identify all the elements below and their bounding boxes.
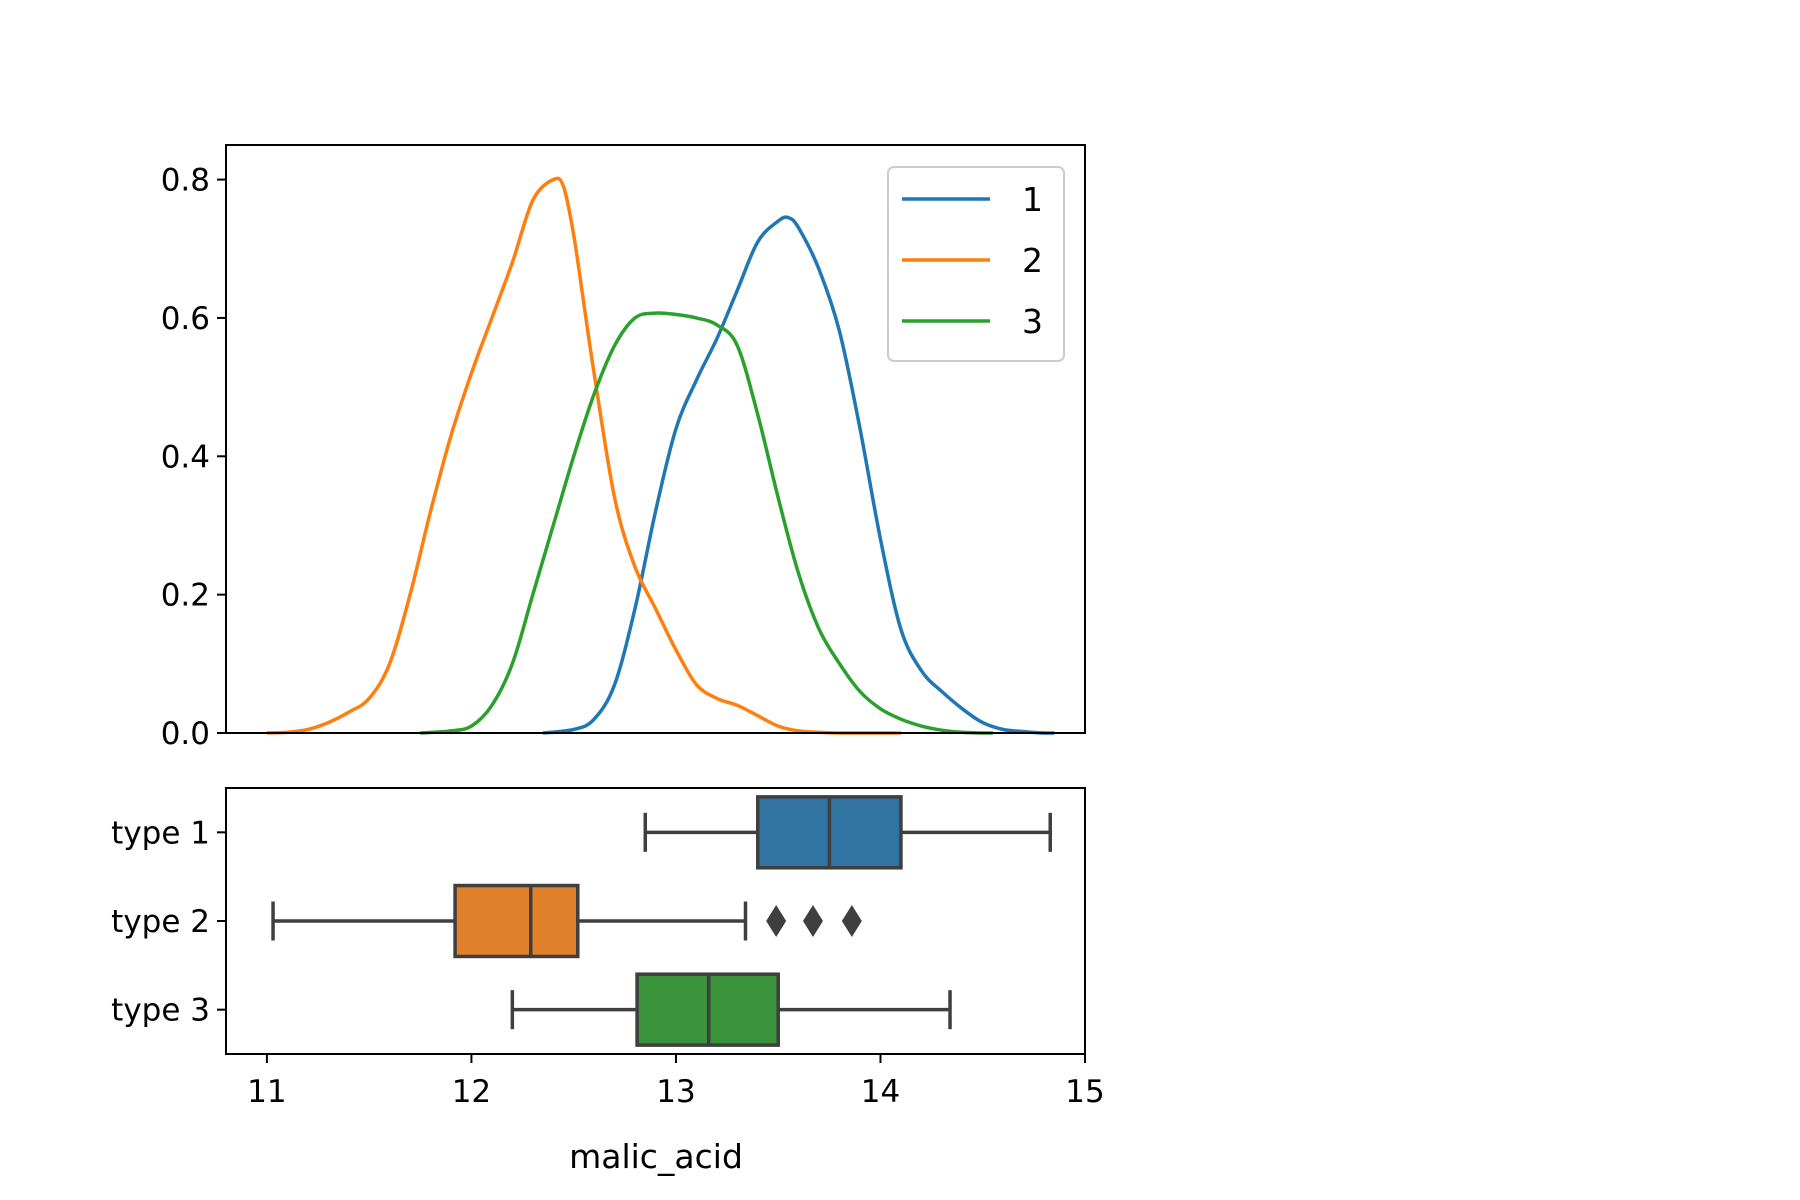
outlier-point: [841, 905, 862, 937]
kde-y-tick-label: 0.6: [161, 301, 210, 337]
outlier-point: [802, 905, 823, 937]
box-y-tick-label: type 2: [111, 904, 210, 940]
box-y-axis: type 1 type 2 type 3: [111, 815, 226, 1029]
box-panel: type 1 type 2 type 3 11 12 13 14 15 malic_acid: [111, 787, 1105, 1176]
kde-panel: 0.0 0.2 0.4 0.6 0.8 1 2 3: [161, 144, 1086, 752]
kde-line-series-1: [542, 215, 1055, 735]
x-tick-label: 12: [452, 1074, 491, 1110]
kde-y-tick-label: 0.4: [161, 439, 210, 475]
legend-label-1: 1: [1022, 180, 1043, 219]
legend-label-3: 3: [1022, 302, 1043, 341]
boxplots: [271, 795, 1052, 1047]
outlier-point: [766, 905, 787, 937]
kde-y-tick-label: 0.8: [161, 163, 210, 199]
legend-box: [887, 166, 1065, 362]
x-tick-label: 14: [861, 1074, 900, 1110]
x-tick-label: 15: [1065, 1074, 1104, 1110]
box-iqr: [453, 883, 580, 959]
kde-y-tick-label: 0.2: [161, 578, 210, 614]
legend-label-2: 2: [1022, 241, 1043, 280]
boxplot-type-2: [271, 883, 862, 959]
kde-y-axis: 0.0 0.2 0.4 0.6 0.8: [161, 163, 226, 752]
kde-line-series-3: [420, 311, 994, 735]
x-tick-label: 11: [247, 1074, 286, 1110]
x-tick-label: 13: [656, 1074, 695, 1110]
x-axis-label: malic_acid: [569, 1137, 743, 1176]
boxplot-type-3: [510, 972, 952, 1047]
kde-axes-frame: [225, 144, 1086, 734]
x-axis: 11 12 13 14 15: [247, 1054, 1105, 1110]
legend: 1 2 3: [887, 166, 1065, 362]
box-y-tick-label: type 3: [111, 993, 210, 1029]
boxplot-type-1: [643, 795, 1052, 870]
kde-line-series-2: [266, 176, 901, 735]
kde-curves: [266, 176, 1055, 735]
kde-y-tick-label: 0.0: [161, 716, 210, 752]
box-y-tick-label: type 1: [111, 815, 210, 851]
